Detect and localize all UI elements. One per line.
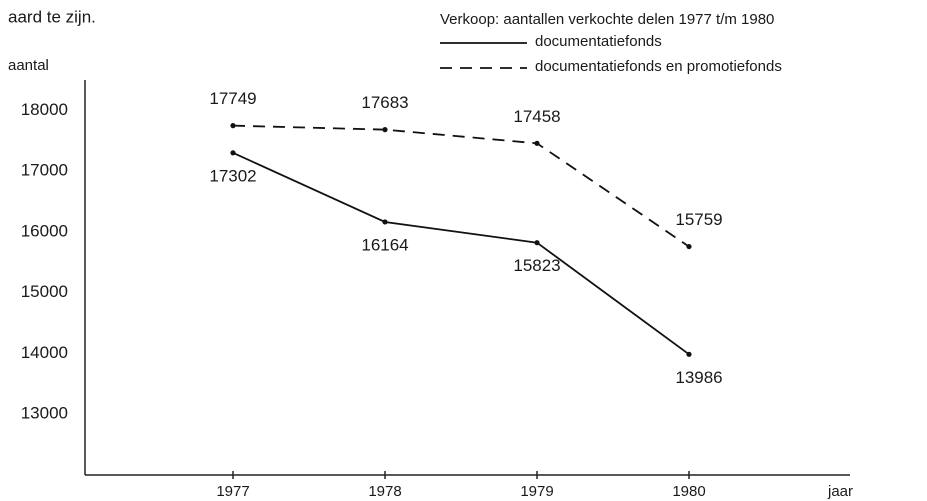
y-tick-label: 17000 (21, 161, 68, 180)
series-line (232, 124, 690, 248)
data-label: 15759 (675, 210, 722, 229)
x-tick-label: 1979 (520, 483, 553, 500)
data-label: 17749 (209, 89, 256, 108)
y-tick-label: 14000 (21, 343, 68, 362)
series-line (232, 151, 690, 356)
point (686, 351, 692, 357)
y-tick-label: 13000 (21, 404, 68, 423)
x-axis-label: jaar (827, 483, 853, 500)
data-label: 16164 (361, 235, 408, 254)
point (230, 123, 236, 129)
point (686, 243, 692, 250)
x-tick-label: 1978 (368, 483, 401, 500)
point (382, 127, 388, 133)
y-tick-label: 15000 (21, 282, 68, 301)
x-tick-label: 1980 (672, 483, 705, 500)
point (534, 240, 540, 246)
point (382, 219, 388, 225)
legend-label: documentatiefonds (535, 33, 662, 50)
y-tick-label: 18000 (21, 100, 68, 119)
y-axis-label: aantal (8, 57, 49, 74)
data-label: 17458 (513, 107, 560, 126)
header-text: aard te zijn. (8, 7, 96, 26)
data-label: 17302 (209, 166, 256, 185)
data-label: 17683 (361, 93, 408, 112)
point (534, 140, 540, 146)
y-tick-label: 16000 (21, 221, 68, 240)
legend-label: documentatiefonds en promotiefonds (535, 58, 782, 75)
x-tick-label: 1977 (216, 483, 249, 500)
data-label: 15823 (513, 256, 560, 275)
legend-title: Verkoop: aantallen verkochte delen 1977 … (440, 11, 774, 28)
point (230, 150, 236, 156)
data-label: 13986 (675, 368, 722, 387)
